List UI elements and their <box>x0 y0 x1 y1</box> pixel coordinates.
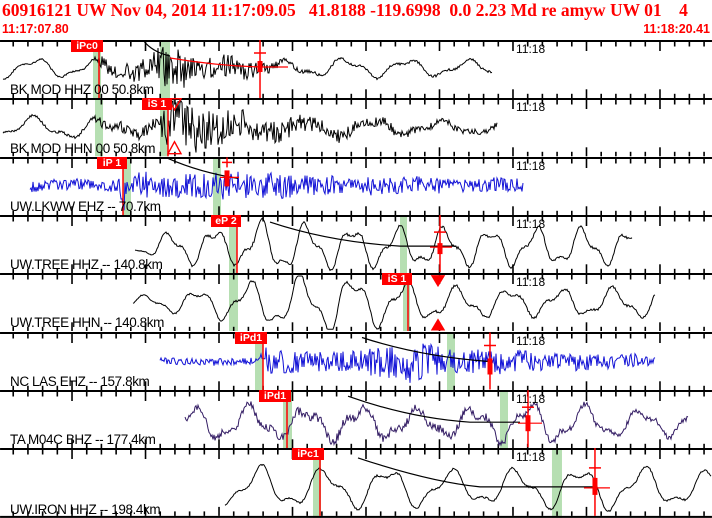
waveform-trace <box>2 100 498 153</box>
panel-border <box>0 40 712 42</box>
phase-pick-flag[interactable]: iPd1 <box>235 331 267 344</box>
s-pick-triangle[interactable] <box>430 275 446 288</box>
waveform-trace <box>184 401 689 447</box>
highlight-band <box>313 450 322 518</box>
waveform-trace <box>134 217 633 272</box>
station-channel-label: UW.LKWW EHZ -- 70.7km <box>10 198 161 214</box>
coda-decay-curve <box>361 336 490 362</box>
highlight-band <box>255 333 264 390</box>
minute-time-label: 11:18 <box>516 100 546 115</box>
minute-time-label: 11:18 <box>516 391 546 406</box>
phase-pick-flag[interactable]: eP 2 <box>211 214 241 227</box>
station-channel-label: BK MOD HHN 00 50.8km <box>10 140 156 156</box>
minute-time-label: 11:18 <box>516 333 546 348</box>
panel-border <box>0 389 712 392</box>
s-pick-triangle[interactable] <box>166 140 183 155</box>
highlight-band <box>402 275 410 332</box>
highlight-band <box>95 100 104 157</box>
amplitude-bar <box>487 357 493 374</box>
trace-panel-6[interactable]: iPd1 TA M04C BHZ -- 177.4km 11:18 <box>0 389 712 449</box>
coda-decay-curve <box>347 395 520 423</box>
phase-pick-flag[interactable]: iPc1 <box>292 448 324 461</box>
waveform-trace <box>224 463 712 513</box>
station-channel-label: UW.TREE HHN -- 140.8km <box>10 315 164 331</box>
minute-time-label: 11:18 <box>516 158 546 173</box>
minute-time-label: 11:18 <box>516 275 546 290</box>
station-channel-label: TA M04C BHZ -- 177.4km <box>10 432 156 448</box>
highlight-band <box>499 391 508 449</box>
highlight-band <box>551 450 562 518</box>
waveform-trace <box>159 342 656 383</box>
trace-plot[interactable] <box>0 273 712 332</box>
phase-pick-flag[interactable]: iS 1 <box>382 273 412 286</box>
trace-plot[interactable] <box>0 448 712 518</box>
coda-decay-curve <box>142 40 171 57</box>
station-channel-label: UW.IRON HHZ -- 198.4km <box>10 501 161 517</box>
waveform-trace <box>2 46 493 88</box>
trace-panel-1[interactable]: iS 1 BK MOD HHN 00 50.8km 11:18 <box>0 98 712 157</box>
window-end-time: 11:18:20.41 <box>643 22 710 36</box>
trace-panel-4[interactable]: iS 1 UW.TREE HHN -- 140.8km 11:18 <box>0 273 712 332</box>
time-window: 11:17:07.80 11:18:20.41 <box>2 22 710 36</box>
amplitude-bar <box>224 169 230 186</box>
event-summary: 60916121 UW Nov 04, 2014 11:17:09.05 41.… <box>2 0 688 20</box>
trace-plot[interactable] <box>0 156 712 215</box>
panel-border <box>0 214 712 217</box>
event-header: 60916121 UW Nov 04, 2014 11:17:09.05 41.… <box>0 0 712 40</box>
phase-pick-flag[interactable]: iP 1 <box>97 156 127 169</box>
trace-panel-3[interactable]: eP 2 UW.TREE HHZ -- 140.8km 11:18 <box>0 214 712 274</box>
trace-plot[interactable] <box>0 214 712 274</box>
highlight-band <box>160 100 169 157</box>
station-channel-label: UW.TREE HHZ -- 140.8km <box>10 257 163 273</box>
amplitude-bar <box>592 477 598 495</box>
waveform-trace <box>29 170 524 210</box>
phase-pick-flag[interactable]: iPd1 <box>259 389 291 402</box>
window-start-time: 11:17:07.80 <box>2 22 69 36</box>
station-channel-label: BK MOD HHZ 00 50.8km <box>10 82 154 98</box>
phase-pick-flag[interactable]: iPc0 <box>71 40 103 52</box>
waveform-trace <box>132 275 656 330</box>
highlight-band <box>229 216 238 274</box>
panel-border <box>0 331 712 334</box>
s-pick-triangle[interactable] <box>430 318 446 331</box>
highlight-band <box>399 216 407 274</box>
highlight-band <box>93 41 102 99</box>
minute-time-label: 11:18 <box>516 216 546 231</box>
panel-border <box>0 156 712 159</box>
panel-border <box>0 448 712 451</box>
coda-decay-curve <box>269 221 456 247</box>
trace-panel-7[interactable]: iPc1 UW.IRON HHZ -- 198.4km 11:18 <box>0 448 712 518</box>
trace-panel-2[interactable]: iP 1 UW.LKWW EHZ -- 70.7km 11:18 <box>0 156 712 215</box>
coda-decay-curve <box>357 457 593 488</box>
trace-panel-0[interactable]: iPc0 BK MOD HHZ 00 50.8km 11:18 <box>0 40 712 99</box>
station-channel-label: NC LAS EHZ -- 157.8km <box>10 373 150 389</box>
amplitude-bar <box>437 242 443 254</box>
phase-pick-flag[interactable]: iS 1 <box>142 98 172 111</box>
panel-border <box>0 98 712 101</box>
amplitude-bar <box>525 414 531 431</box>
panel-border <box>0 273 712 276</box>
amplitude-bar <box>257 60 263 72</box>
minute-time-label: 11:18 <box>516 450 546 465</box>
trace-panel-5[interactable]: iPd1 NC LAS EHZ -- 157.8km 11:18 <box>0 331 712 390</box>
trace-plot[interactable] <box>0 389 712 449</box>
minute-time-label: 11:18 <box>516 42 546 56</box>
